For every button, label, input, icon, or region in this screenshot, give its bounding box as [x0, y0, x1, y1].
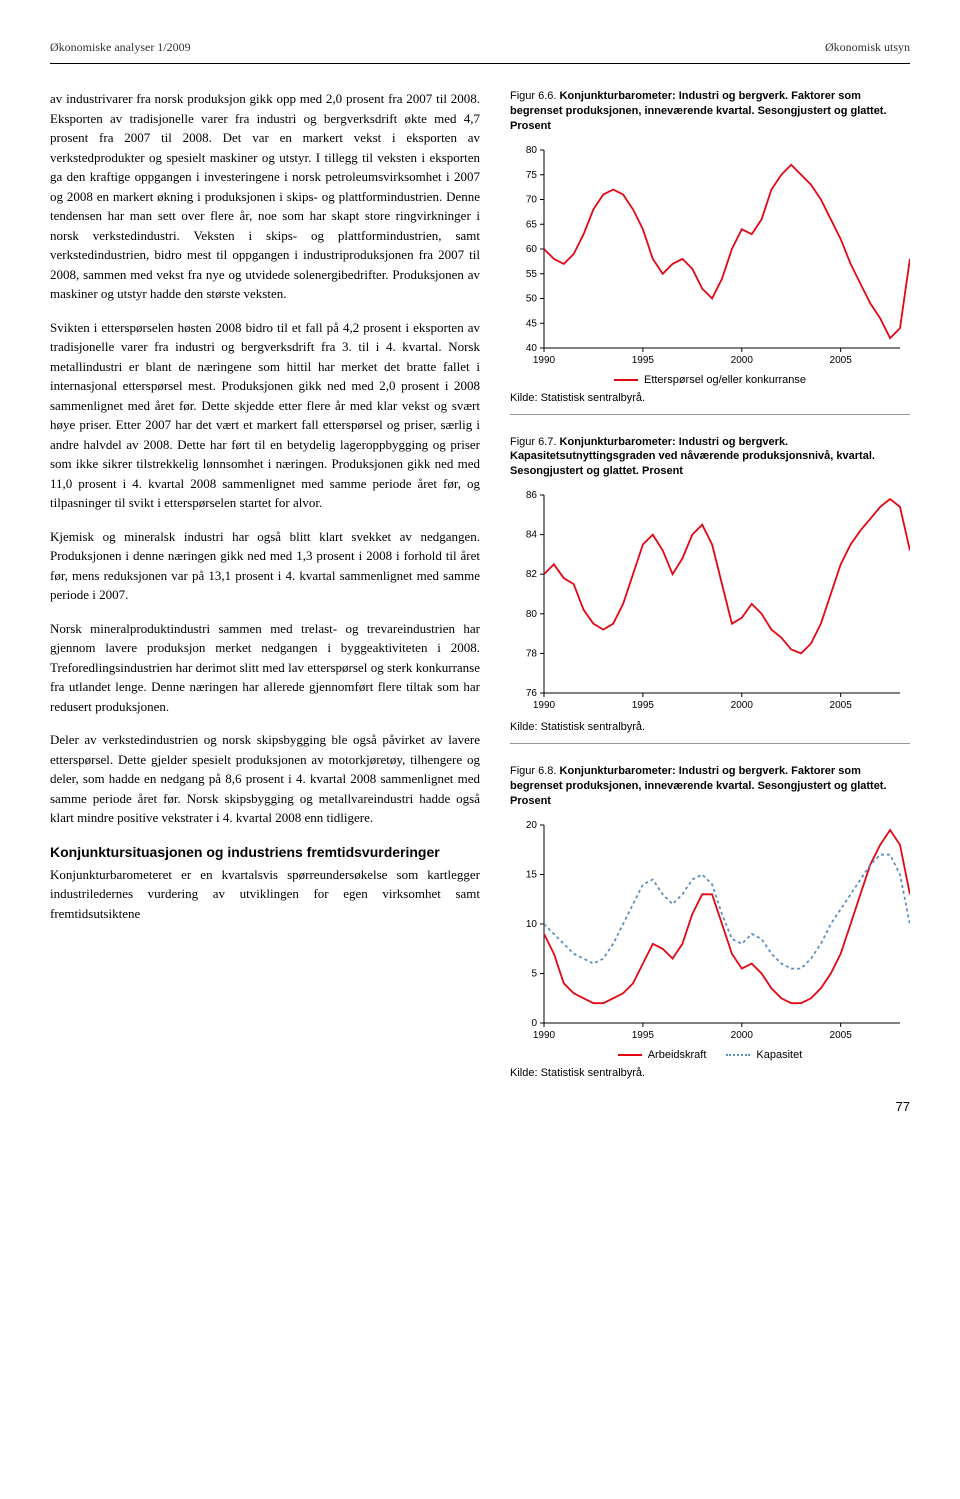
svg-text:65: 65 — [526, 219, 538, 230]
svg-text:2000: 2000 — [731, 700, 754, 711]
svg-text:1990: 1990 — [533, 355, 556, 366]
legend-6-6: Etterspørsel og/eller konkurranse — [510, 374, 910, 386]
body-text-column: av industrivarer fra norsk produksjon gi… — [50, 89, 480, 1099]
legend-label: Etterspørsel og/eller konkurranse — [644, 374, 806, 386]
page-number: 77 — [896, 1099, 910, 1114]
caption-prefix: Figur 6.6. — [510, 90, 560, 102]
svg-text:70: 70 — [526, 194, 538, 205]
svg-text:55: 55 — [526, 268, 538, 279]
source-6-7: Kilde: Statistisk sentralbyrå. — [510, 721, 910, 733]
header-rule — [50, 63, 910, 64]
svg-text:86: 86 — [526, 490, 538, 501]
legend-line-icon — [614, 379, 638, 381]
svg-text:5: 5 — [531, 968, 537, 979]
legend-item-blue: Kapasitet — [726, 1049, 802, 1061]
para-4: Norsk mineralproduktindustri sammen med … — [50, 619, 480, 717]
figure-6-7: Figur 6.7. Konjunkturbarometer: Industri… — [510, 435, 910, 745]
svg-text:80: 80 — [526, 609, 538, 620]
legend-6-8: Arbeidskraft Kapasitet — [510, 1049, 910, 1061]
svg-text:82: 82 — [526, 569, 538, 580]
figure-6-8-caption: Figur 6.8. Konjunkturbarometer: Industri… — [510, 764, 910, 809]
svg-text:75: 75 — [526, 169, 538, 180]
chart-6-7-svg: 76 78 80 82 84 86 1990 1995 2000 2005 — [510, 485, 910, 715]
figure-6-6-caption: Figur 6.6. Konjunkturbarometer: Industri… — [510, 89, 910, 134]
caption-bold: Konjunkturbarometer: Industri og bergver… — [510, 90, 887, 132]
svg-text:2005: 2005 — [830, 1030, 853, 1041]
svg-text:10: 10 — [526, 919, 538, 930]
legend-line-icon — [618, 1054, 642, 1056]
caption-bold: Konjunkturbarometer: Industri og bergver… — [510, 436, 875, 478]
caption-bold: Konjunkturbarometer: Industri og bergver… — [510, 765, 887, 807]
legend-item-red: Etterspørsel og/eller konkurranse — [614, 374, 806, 386]
svg-text:2005: 2005 — [830, 700, 853, 711]
source-6-6: Kilde: Statistisk sentralbyrå. — [510, 392, 910, 404]
header-left: Økonomiske analyser 1/2009 — [50, 40, 191, 55]
svg-text:1990: 1990 — [533, 700, 556, 711]
svg-text:0: 0 — [531, 1018, 537, 1029]
svg-text:2005: 2005 — [830, 355, 853, 366]
para-5: Deler av verkstedindustrien og norsk ski… — [50, 730, 480, 828]
svg-text:1995: 1995 — [632, 700, 655, 711]
svg-text:40: 40 — [526, 343, 538, 354]
svg-text:20: 20 — [526, 820, 538, 831]
caption-prefix: Figur 6.7. — [510, 436, 560, 448]
para-1: av industrivarer fra norsk produksjon gi… — [50, 89, 480, 304]
svg-text:84: 84 — [526, 530, 538, 541]
svg-text:1995: 1995 — [632, 1030, 655, 1041]
svg-text:15: 15 — [526, 869, 538, 880]
svg-text:2000: 2000 — [731, 1030, 754, 1041]
svg-text:45: 45 — [526, 318, 538, 329]
para-3: Kjemisk og mineralsk industri har også b… — [50, 527, 480, 605]
svg-text:78: 78 — [526, 648, 538, 659]
subheading: Konjunktursituasjonen og industriens fre… — [50, 842, 480, 863]
svg-text:80: 80 — [526, 145, 538, 156]
svg-text:60: 60 — [526, 244, 538, 255]
header-right: Økonomisk utsyn — [825, 40, 910, 55]
legend-label-red: Arbeidskraft — [648, 1049, 707, 1061]
chart-rule — [510, 414, 910, 415]
para-2: Svikten i etterspørselen høsten 2008 bid… — [50, 318, 480, 513]
charts-column: Figur 6.6. Konjunkturbarometer: Industri… — [510, 89, 910, 1099]
figure-6-7-caption: Figur 6.7. Konjunkturbarometer: Industri… — [510, 435, 910, 480]
svg-text:2000: 2000 — [731, 355, 754, 366]
para-6: Konjunkturbarometeret er en kvartalsvis … — [50, 865, 480, 924]
legend-item-red: Arbeidskraft — [618, 1049, 707, 1061]
figure-6-6: Figur 6.6. Konjunkturbarometer: Industri… — [510, 89, 910, 415]
caption-prefix: Figur 6.8. — [510, 765, 560, 777]
chart-rule — [510, 743, 910, 744]
svg-text:1995: 1995 — [632, 355, 655, 366]
figure-6-8: Figur 6.8. Konjunkturbarometer: Industri… — [510, 764, 910, 1079]
legend-line-icon — [726, 1054, 750, 1056]
svg-text:50: 50 — [526, 293, 538, 304]
chart-6-8-svg: 0 5 10 15 20 1990 1995 2000 2005 — [510, 815, 910, 1045]
source-6-8: Kilde: Statistisk sentralbyrå. — [510, 1067, 910, 1079]
legend-label-blue: Kapasitet — [756, 1049, 802, 1061]
svg-text:76: 76 — [526, 688, 538, 699]
svg-text:1990: 1990 — [533, 1030, 556, 1041]
chart-6-6-svg: 40 45 50 55 60 65 70 75 80 1990 1995 2000 2005 — [510, 140, 910, 370]
